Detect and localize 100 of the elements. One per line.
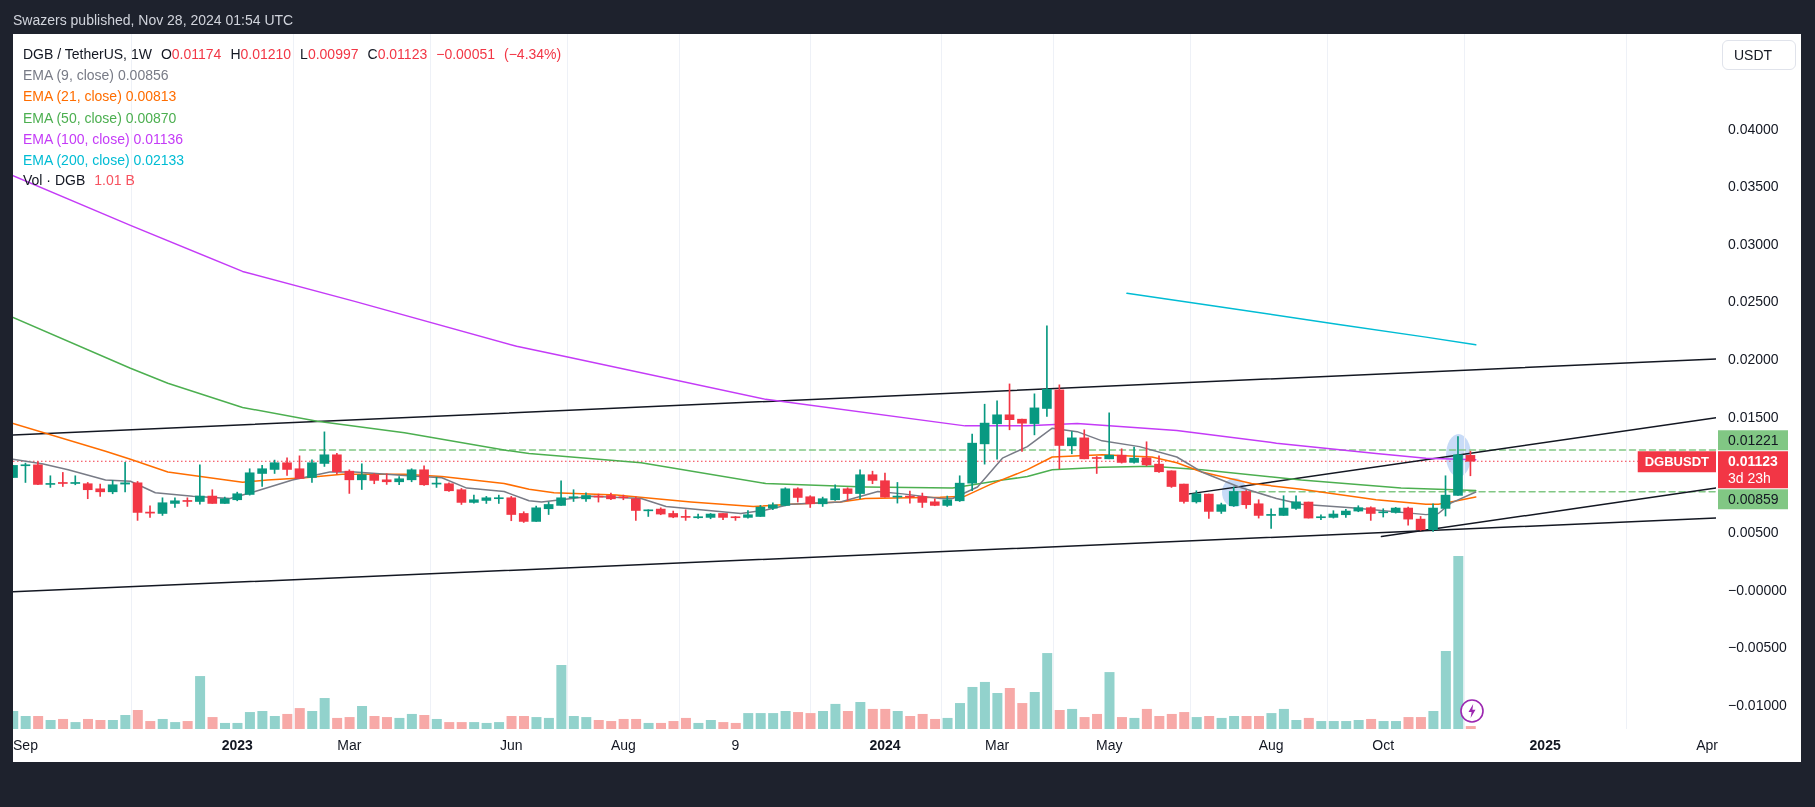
bar: [132, 709, 143, 729]
bar: [1116, 717, 1127, 729]
text: EMA (50, close) 0.00870: [23, 109, 177, 126]
bar: [1042, 653, 1053, 729]
data-label: 0.00859: [1728, 491, 1779, 508]
x-tick-label: Mar: [985, 737, 1010, 754]
bar: [107, 720, 118, 729]
text: EMA (21, close) 0.00813: [23, 88, 177, 105]
bar: [842, 711, 853, 729]
text: EMA (200, close) 0.02133: [23, 152, 185, 169]
bar: [1278, 708, 1289, 729]
bar: [469, 722, 480, 729]
chart-title: Vol · DGB: [23, 172, 86, 188]
bar: [1129, 717, 1140, 729]
bar: [643, 722, 654, 729]
y-tick-label: −0.00500: [1728, 639, 1787, 656]
bar: [518, 716, 529, 729]
bar: [1067, 708, 1078, 729]
bar: [793, 712, 804, 729]
bar: [244, 712, 255, 729]
bar: [1378, 721, 1389, 729]
bar: [668, 721, 679, 729]
bar: [120, 714, 131, 729]
bar: [1353, 720, 1364, 729]
bar: [768, 713, 779, 729]
candlestick: [195, 464, 205, 505]
x-tick-label: 9: [731, 737, 740, 754]
candlestick: [381, 473, 392, 485]
bar: [1303, 717, 1314, 729]
bar: [269, 716, 280, 729]
data-label: 0.01221: [1728, 432, 1779, 449]
bar: [855, 702, 866, 729]
x-tick-label: Jun: [499, 737, 523, 754]
bar: [220, 722, 231, 729]
text: O0.01174 H0.01210 L0.00997 C0.01123 −0.00051 (−4.34%): [160, 46, 562, 62]
bar: [1092, 713, 1103, 729]
x-tick-label: Apr: [1696, 737, 1719, 754]
bar: [419, 714, 430, 729]
bar: [656, 722, 667, 729]
bar: [506, 716, 517, 729]
y-tick-label: 0.02500: [1728, 293, 1779, 310]
candlestick: [1042, 325, 1052, 417]
bar: [568, 716, 579, 729]
candlestick: [120, 462, 130, 493]
bar: [207, 717, 218, 729]
bar: [332, 717, 343, 729]
bar: [195, 676, 206, 729]
bar: [880, 708, 891, 729]
bar: [444, 722, 455, 729]
x-tick-label: Aug: [1258, 737, 1284, 754]
bar: [867, 708, 878, 729]
candlestick: [992, 400, 1002, 460]
bar: [992, 693, 1003, 729]
bar: [693, 722, 704, 729]
x-tick-label: Sep: [13, 737, 39, 754]
bar: [1204, 716, 1215, 729]
bar: [319, 698, 330, 729]
ref-line-label: 0.01123: [1728, 453, 1779, 470]
bar: [1328, 721, 1339, 729]
bar: [1316, 721, 1327, 729]
bar: [157, 718, 168, 729]
bar: [1079, 717, 1090, 729]
bar: [1465, 726, 1476, 729]
bar: [357, 705, 368, 729]
candlestick: [643, 509, 654, 517]
bar: [606, 721, 617, 729]
bar: [905, 716, 916, 729]
bar: [1216, 717, 1227, 729]
text: EMA (9, close) 0.00856: [23, 67, 169, 84]
bar: [494, 722, 505, 729]
candlestick: [1017, 418, 1027, 452]
y-tick-label: −0.00000: [1728, 581, 1787, 598]
bar: [1403, 717, 1414, 729]
candlestick: [356, 463, 367, 490]
y-tick-label: 0.03500: [1728, 178, 1779, 195]
bar: [581, 717, 592, 729]
bar: [282, 713, 293, 729]
bar: [543, 717, 554, 729]
x-tick-label: Oct: [1372, 737, 1395, 754]
bar: [718, 722, 729, 729]
bar: [257, 711, 268, 729]
text: Swazers published, Nov 28, 2024 01:54 UTC: [13, 11, 294, 30]
bar: [955, 703, 966, 729]
bar: [1415, 717, 1426, 729]
bar: [58, 718, 69, 729]
bar: [1440, 650, 1451, 729]
bar: [33, 716, 44, 729]
bar: [593, 720, 604, 729]
bar: [1104, 672, 1115, 729]
bar: [817, 711, 828, 729]
bar: [406, 713, 417, 729]
x-tick-label: 2023: [221, 737, 253, 754]
bar: [1229, 716, 1240, 729]
bar: [381, 717, 392, 729]
candlestick: [58, 472, 68, 487]
x-tick-label: Aug: [610, 737, 636, 754]
bar: [45, 720, 56, 729]
bar: [1154, 716, 1165, 729]
bar: [481, 722, 492, 729]
bar: [556, 664, 567, 729]
